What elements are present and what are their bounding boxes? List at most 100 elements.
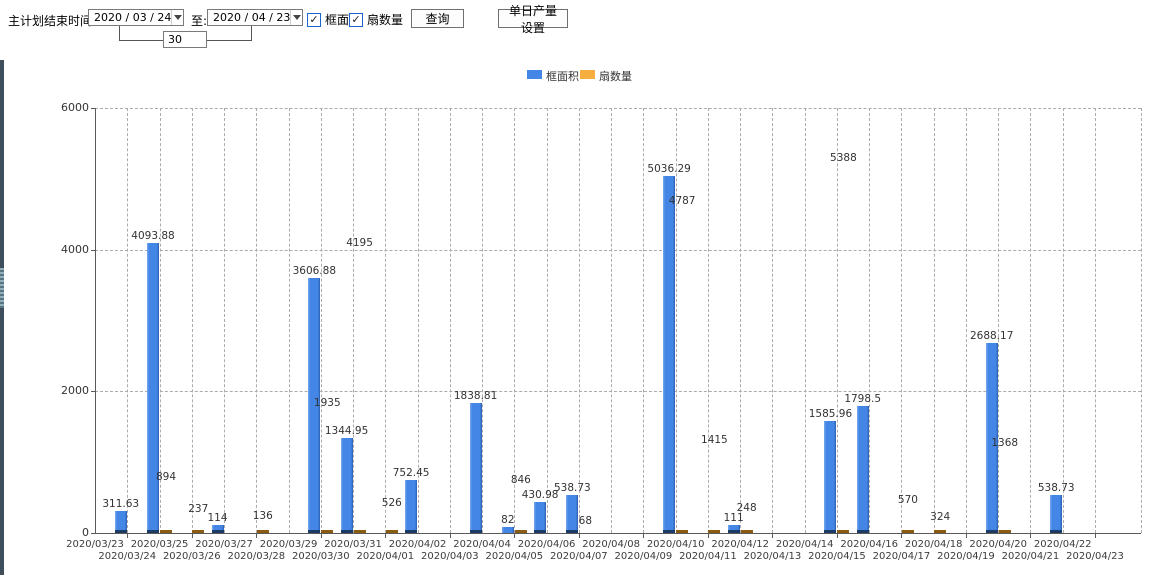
bar-fan-count <box>740 515 753 533</box>
v-gridline <box>675 108 677 533</box>
bar-value-label: 68 <box>578 515 593 528</box>
v-gridline <box>772 108 774 533</box>
bar-value-label: 430.98 <box>521 489 559 502</box>
bar-frame-area <box>534 502 547 533</box>
splitter-handle[interactable] <box>0 268 4 308</box>
v-gridline <box>385 108 387 533</box>
bar-frame-area <box>1050 494 1063 533</box>
bar-value-label: 1415 <box>701 433 728 446</box>
bar-fan-count <box>160 470 173 533</box>
x-axis-date-label: 2020/03/25 <box>130 539 189 550</box>
bar-value-label: 752.45 <box>392 466 430 479</box>
date-from-picker[interactable]: 2020 / 03 / 24 <box>88 9 184 26</box>
x-tick <box>643 534 645 538</box>
connector-line <box>119 26 121 40</box>
bar-frame-area <box>856 405 869 533</box>
v-gridline <box>1141 108 1142 533</box>
bar-fan-count <box>256 523 269 533</box>
daily-output-settings-button[interactable]: 单日产量设置 <box>498 4 568 35</box>
x-axis-date-label: 2020/04/10 <box>646 539 705 550</box>
bar-frame-area <box>340 437 353 533</box>
fan-count-checkbox[interactable]: ✓ 扇数量 <box>349 11 403 28</box>
legend-label-fan-count: 扇数量 <box>599 70 632 83</box>
y-axis-tick-label: 2000 <box>61 384 89 398</box>
v-gridline <box>965 108 967 533</box>
x-axis <box>95 533 1141 534</box>
v-gridline <box>836 108 838 533</box>
bar-frame-area <box>308 277 321 533</box>
v-gridline <box>1030 108 1032 533</box>
bar-value-label: 2688.17 <box>970 329 1014 342</box>
y-tick <box>91 249 95 251</box>
days-between-input[interactable]: 30 <box>163 31 207 48</box>
x-axis-date-label: 2020/04/22 <box>1033 539 1092 550</box>
v-gridline <box>901 108 903 533</box>
x-tick <box>1030 534 1032 538</box>
x-tick <box>191 534 193 538</box>
query-button[interactable]: 查询 <box>411 9 464 28</box>
chevron-down-icon[interactable] <box>171 10 183 25</box>
y-axis-tick-label: 0 <box>82 526 89 539</box>
bar-value-label: 248 <box>736 502 757 515</box>
bar-frame-area <box>727 525 740 533</box>
y-axis-tick-label: 4000 <box>61 242 89 256</box>
bar-value-label: 111 <box>723 512 744 525</box>
v-gridline <box>998 108 1000 533</box>
bar-value-label: 4195 <box>346 236 373 249</box>
v-gridline <box>191 108 193 533</box>
bar-value-label: 5036.29 <box>647 163 691 176</box>
x-tick <box>965 534 967 538</box>
x-axis-date-label: 2020/04/07 <box>550 551 608 562</box>
bar-frame-area <box>985 342 998 533</box>
checkbox-check-icon: ✓ <box>307 12 321 27</box>
v-gridline <box>159 108 161 533</box>
bar-frame-area <box>469 402 482 533</box>
x-axis-date-label: 2020/03/29 <box>259 539 318 550</box>
plan-end-time-label: 主计划结束时间: <box>8 14 97 28</box>
x-axis-date-label: 2020/03/26 <box>162 551 221 562</box>
x-tick <box>514 534 516 538</box>
v-gridline <box>740 108 742 533</box>
v-gridline <box>869 108 871 533</box>
x-axis-date-label: 2020/03/27 <box>195 539 253 550</box>
bar-fan-count <box>192 516 205 533</box>
x-axis-date-label: 2020/04/12 <box>711 539 769 550</box>
bar-value-label: 311.63 <box>102 497 140 510</box>
x-axis-date-label: 2020/04/23 <box>1066 551 1124 562</box>
legend-swatch-fan-count <box>580 70 595 79</box>
bar-value-label: 82 <box>501 514 515 527</box>
legend-swatch-frame-area <box>527 70 542 79</box>
x-axis-date-label: 2020/04/03 <box>421 551 479 562</box>
y-axis <box>95 108 96 533</box>
bar-value-label: 237 <box>188 503 209 516</box>
x-axis-date-label: 2020/04/19 <box>937 551 995 562</box>
bar-value-label: 894 <box>155 470 177 483</box>
bar-value-label: 1838.81 <box>453 389 498 402</box>
x-axis-date-label: 2020/04/09 <box>614 551 673 562</box>
bar-fan-count <box>676 194 689 533</box>
bar-value-label: 846 <box>510 474 531 487</box>
x-axis-date-label: 2020/04/06 <box>517 539 576 550</box>
bar-value-label: 4093.88 <box>131 230 175 243</box>
v-gridline <box>514 108 516 533</box>
bar-value-label: 5388 <box>830 152 857 165</box>
v-gridline <box>643 108 645 533</box>
x-axis-date-label: 2020/04/01 <box>356 551 415 562</box>
v-gridline <box>578 108 580 533</box>
v-gridline <box>804 108 806 533</box>
bar-fan-count <box>385 496 398 533</box>
y-tick <box>91 533 95 534</box>
bar-value-label: 3606.88 <box>292 264 336 277</box>
h-gridline <box>95 108 1141 109</box>
legend-label-frame-area: 框面积 <box>546 70 579 83</box>
x-tick <box>707 534 709 538</box>
bar-value-label: 570 <box>897 493 918 506</box>
chevron-down-icon[interactable] <box>290 10 302 25</box>
date-to-picker[interactable]: 2020 / 04 / 23 <box>207 9 303 26</box>
v-gridline <box>1062 108 1064 533</box>
bar-fan-count <box>579 528 591 533</box>
bar-frame-area <box>405 479 418 533</box>
bar-value-label: 1368 <box>991 437 1019 450</box>
y-tick <box>91 108 95 109</box>
